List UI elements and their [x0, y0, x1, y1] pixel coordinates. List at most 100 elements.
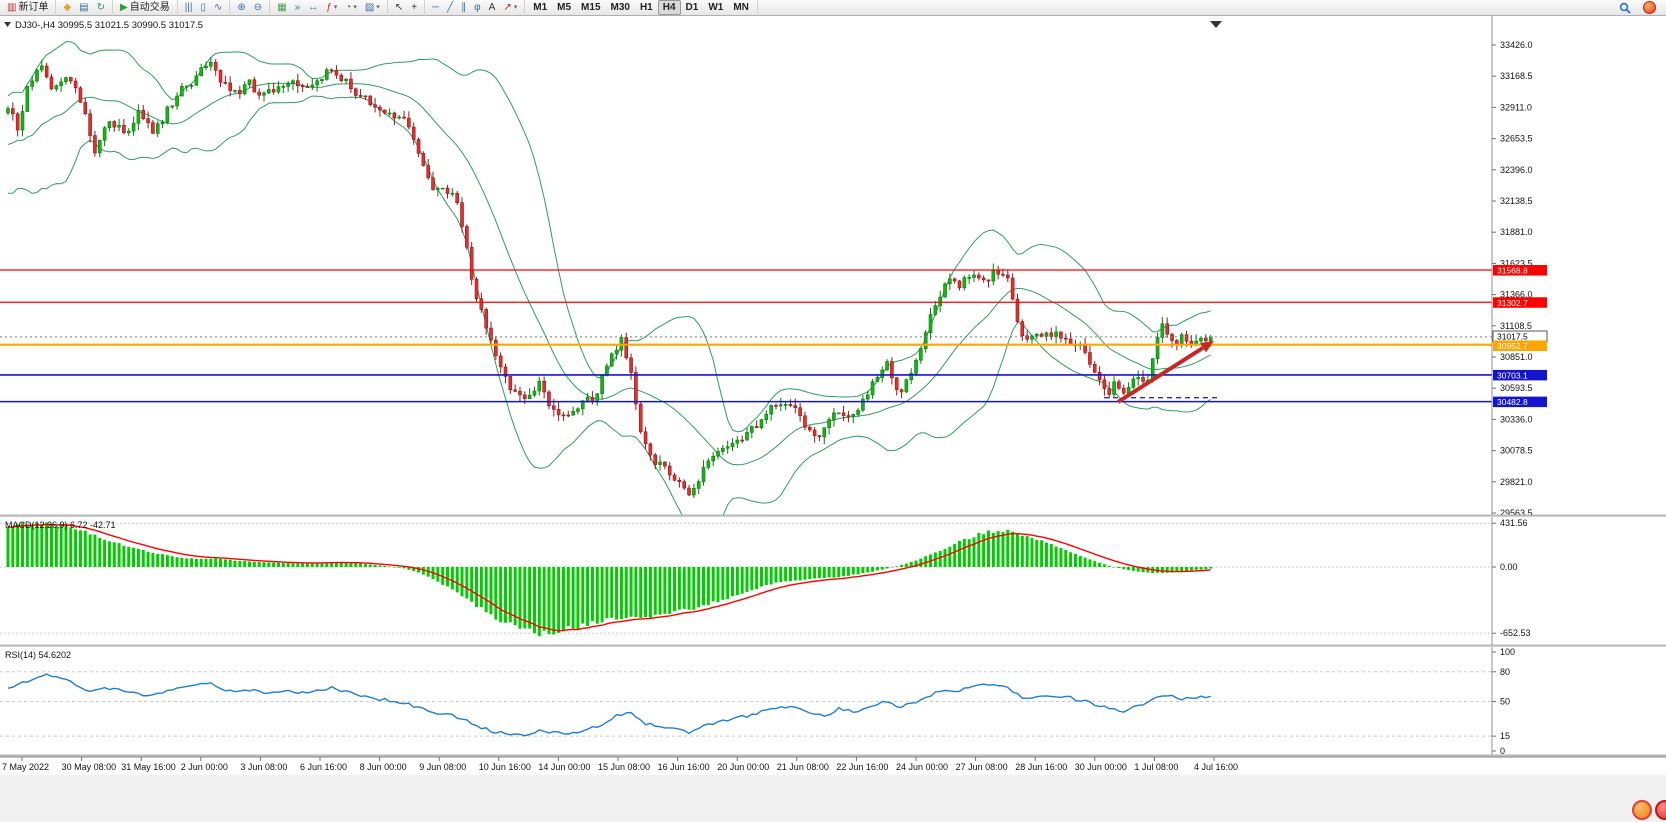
toolbar-group-right: [1612, 0, 1666, 16]
overlay-badges-bottom-right: [1632, 800, 1666, 820]
indicators-button[interactable]: ƒ ▾: [322, 0, 341, 15]
price-line-badge: 31017.5: [1492, 330, 1548, 343]
svg-text:22 Jun 16:00: 22 Jun 16:00: [836, 762, 888, 772]
price-scale[interactable]: 33426.0 33168.5 32911.0 32653.5 32396.0 32138…: [1491, 16, 1666, 757]
svg-text:DJ30-,H4 30995.5 31021.5 3099: DJ30-,H4 30995.5 31021.5 30990.5 31017.5: [15, 20, 203, 31]
svg-text:2 Jun 00:00: 2 Jun 00:00: [181, 762, 228, 772]
time-axis[interactable]: 7 May 2022 30 May 08:00 31 May 16:00 2 Jun …: [0, 756, 1666, 772]
timeframe-h4-button[interactable]: H4: [657, 0, 681, 15]
price-line-badge: 30952.7: [1493, 340, 1547, 351]
fibonacci-button[interactable]: φ: [470, 0, 484, 15]
svg-text:16 Jun 16:00: 16 Jun 16:00: [658, 762, 710, 772]
svg-text:-652.53: -652.53: [1500, 628, 1531, 638]
refresh-button[interactable]: ↻: [93, 0, 109, 15]
toolbar: ▥ 新订单 ◆ ▤ ↻ ▶ 自动交易 ||| ▯ ∿ ⊕ ⊖ ▦» ↔ ƒ ▾ ◔ ▾ ▨ ▾ ↖ + ─ ╱ ∥ φ A ↗ ▾ M1 M…: [0, 0, 1666, 16]
svg-text:32138.5: 32138.5: [1500, 196, 1533, 206]
cursor-icon: ↖: [394, 1, 404, 13]
price-line-badge: 30482.8: [1493, 396, 1547, 408]
templates-icon: ▨: [364, 1, 375, 13]
panel-separator[interactable]: [0, 644, 1666, 647]
svg-text:29821.0: 29821.0: [1500, 477, 1533, 487]
timeframe-m30-button-label: M30: [610, 1, 630, 13]
rsi-label: RSI(14) 54.6202: [5, 650, 71, 660]
timeframe-h4-button-label: H4: [662, 1, 676, 13]
timeframe-m5-button[interactable]: M5: [552, 0, 576, 15]
symbol-marker-icon: [4, 22, 11, 27]
timeframe-m15-button[interactable]: M15: [576, 0, 605, 15]
new-order-button[interactable]: ▥ 新订单: [3, 0, 52, 15]
templates-button[interactable]: ▨ ▾: [361, 0, 384, 15]
toolbar-group-autotrading: ▶ 自动交易: [113, 0, 178, 16]
market-watch-button[interactable]: ▤: [75, 0, 92, 15]
bar-chart-button[interactable]: |||: [181, 0, 197, 15]
candlestick-chart-icon: ▯: [200, 1, 207, 13]
auto-scroll-button[interactable]: »: [291, 0, 305, 15]
svg-text:31568.8: 31568.8: [1497, 266, 1528, 276]
timeframe-m30-button[interactable]: M30: [606, 0, 635, 15]
candlesticks: [6, 57, 1213, 499]
svg-text:32396.0: 32396.0: [1500, 165, 1533, 175]
svg-text:0: 0: [1500, 746, 1505, 756]
timeframe-mn-button[interactable]: MN: [728, 0, 754, 15]
overlay-circle-red-icon[interactable]: [1655, 800, 1666, 820]
auto-scroll-icon: »: [294, 1, 301, 13]
channel-icon: ∥: [461, 1, 467, 13]
arrows-button[interactable]: ↗ ▾: [499, 0, 521, 15]
svg-text:9 Jun 08:00: 9 Jun 08:00: [419, 762, 466, 772]
chart-shift-button[interactable]: ↔: [304, 0, 322, 15]
market-watch-icon: ▤: [79, 1, 89, 13]
svg-text:33426.0: 33426.0: [1500, 40, 1533, 50]
svg-text:0.00: 0.00: [1500, 562, 1518, 572]
toolbar-group-panels: ◆ ▤ ↻: [56, 0, 113, 16]
notification-circle-icon: [1643, 1, 1656, 14]
svg-text:20 Jun 00:00: 20 Jun 00:00: [717, 762, 769, 772]
zoom-in-button[interactable]: ⊕: [233, 0, 249, 15]
dropdown-arrow-icon: ▾: [333, 3, 338, 11]
favorites-button[interactable]: ◆: [59, 0, 75, 15]
text-button[interactable]: A: [485, 0, 500, 15]
panel-separator[interactable]: [0, 514, 1666, 517]
horizontal-line-icon: ─: [432, 1, 440, 13]
toolbar-group-zoom: ⊕ ⊖: [230, 0, 271, 16]
svg-text:RSI(14) 54.6202: RSI(14) 54.6202: [5, 650, 71, 660]
rsi-line: [7, 673, 1211, 737]
timeframe-m1-button[interactable]: M1: [528, 0, 552, 15]
toolbar-group-chart-type: ||| ▯ ∿: [178, 0, 231, 16]
zoom-in-icon: ⊕: [237, 1, 246, 13]
trendline-button[interactable]: ╱: [443, 0, 457, 15]
timeframe-w1-button-label: W1: [708, 1, 724, 13]
cursor-button[interactable]: ↖: [391, 0, 407, 15]
trend-arrow-annotation[interactable]: [1116, 340, 1214, 404]
svg-text:31302.7: 31302.7: [1497, 298, 1528, 308]
svg-text:33168.5: 33168.5: [1500, 71, 1533, 81]
horizontal-line-button[interactable]: ─: [428, 0, 443, 15]
zoom-out-icon: ⊖: [253, 1, 263, 13]
zoom-out-button[interactable]: ⊖: [250, 0, 266, 15]
svg-text:31623.5: 31623.5: [1500, 258, 1533, 268]
tile-windows-button[interactable]: ▦: [273, 0, 290, 15]
line-chart-icon: ∿: [214, 1, 223, 13]
autotrading-button-label: 自动交易: [129, 1, 170, 13]
autotrading-button[interactable]: ▶ 自动交易: [116, 0, 174, 15]
crosshair-button[interactable]: +: [407, 0, 421, 15]
chart-window[interactable]: DJ30-,H4 30995.5 31021.5 30990.5 31017.5…: [0, 16, 1666, 822]
chart-canvas[interactable]: DJ30-,H4 30995.5 31021.5 30990.5 31017.5…: [0, 16, 1666, 822]
search-button[interactable]: [1615, 0, 1635, 15]
channel-button[interactable]: ∥: [457, 0, 470, 15]
timeframe-w1-button[interactable]: W1: [703, 0, 728, 15]
svg-text:100: 100: [1500, 647, 1515, 657]
svg-text:24 Jun 00:00: 24 Jun 00:00: [896, 762, 948, 772]
svg-text:6 Jun 16:00: 6 Jun 16:00: [300, 762, 347, 772]
periods-button[interactable]: ◔ ▾: [341, 0, 361, 15]
svg-text:29563.5: 29563.5: [1500, 508, 1533, 518]
candlestick-chart-button[interactable]: ▯: [197, 0, 211, 15]
timeframe-d1-button[interactable]: D1: [681, 0, 704, 15]
panel-separator[interactable]: [0, 754, 1666, 757]
svg-text:31366.0: 31366.0: [1500, 290, 1533, 300]
overlay-circle-orange-icon[interactable]: [1632, 800, 1652, 820]
notification-badge[interactable]: [1639, 0, 1660, 15]
svg-text:431.56: 431.56: [1500, 518, 1528, 528]
line-chart-button[interactable]: ∿: [210, 0, 226, 15]
svg-text:7 May 2022: 7 May 2022: [2, 762, 49, 772]
timeframe-h1-button[interactable]: H1: [635, 0, 658, 15]
